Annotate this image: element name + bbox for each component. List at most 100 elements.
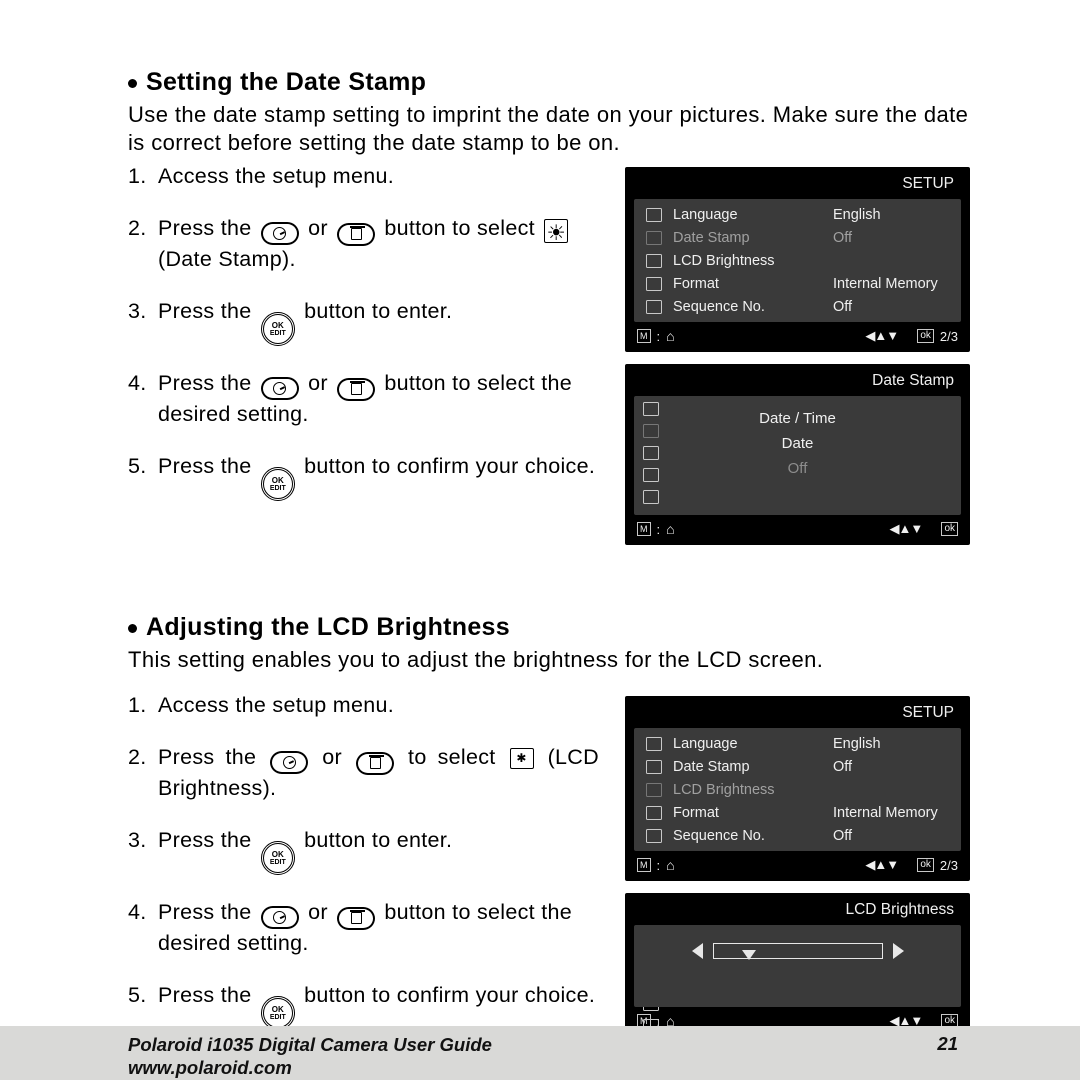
lcd-option-selected: Off [634,460,961,477]
down-button-icon [337,378,375,401]
section-title-text: Adjusting the LCD Brightness [146,613,510,641]
steps-list-date-stamp: Access the setup menu. Press the or butt… [128,163,599,501]
step-text: Press the or to select (LCD Brightness). [158,744,599,802]
step-item: Press the OKEDIT button to confirm your … [128,982,599,1031]
page-indicator: 2/3 [940,329,958,344]
lcd-body: Date / Time Date Off [634,396,961,515]
step-text: Press the or button to select the desire… [158,370,599,428]
page-footer: Polaroid i1035 Digital Camera User Guide… [0,1026,1080,1080]
date-stamp-icon: ☀DATE [544,219,568,243]
step-item: Press the OKEDIT button to confirm your … [128,453,599,502]
step-text: Access the setup menu. [158,692,599,720]
lcd-footer: M:⌂ ◀▲▼ ok [625,515,970,545]
intro-text-date-stamp: Use the date stamp setting to imprint th… [128,101,970,157]
step-text: Press the OKEDIT button to confirm your … [158,982,599,1031]
lcd-row: LanguageEnglish [634,732,961,755]
content-columns: Access the setup menu. Press the or to s… [128,692,970,1054]
step-item: Press the or button to select ☀DATE (Dat… [128,215,599,273]
steps-column: Access the setup menu. Press the or butt… [128,163,599,557]
step-text: Press the or button to select the desire… [158,899,599,957]
nav-arrows-icon: ◀▲▼ [889,521,922,537]
step-item: Access the setup menu. [128,692,599,720]
lcd-row: LCD Brightness [634,249,961,272]
section-lcd-brightness: Adjusting the LCD Brightness This settin… [128,613,970,1054]
lcd-row: Date StampOff [634,755,961,778]
options-list: Date / Time Date Off [634,400,961,511]
decrease-icon [692,943,703,959]
home-icon: ⌂ [666,328,674,344]
step-item: Press the OKEDIT button to enter. [128,827,599,876]
intro-text-lcd: This setting enables you to adjust the b… [128,646,970,674]
lcd-footer: M:⌂ ◀▲▼ ok2/3 [625,851,970,881]
up-button-icon [261,377,299,400]
footer-page-number: 21 [937,1033,958,1080]
m-icon: M [637,522,651,536]
down-button-icon [356,752,394,775]
step-item: Press the or button to select the desire… [128,899,599,957]
ok-icon: ok [917,329,934,343]
lcd-footer: M:⌂ ◀▲▼ ok2/3 [625,322,970,352]
lcd-screenshot-setup: SETUP LanguageEnglish Date StampOff LCD … [625,696,970,881]
content-columns: Access the setup menu. Press the or butt… [128,163,970,557]
nav-arrows-icon: ◀▲▼ [865,328,898,344]
ok-edit-button-icon: OKEDIT [261,841,295,875]
lcd-title: SETUP [625,704,970,728]
step-text: Press the OKEDIT button to confirm your … [158,453,599,502]
step-item: Press the or to select (LCD Brightness). [128,744,599,802]
lcd-body: LanguageEnglish Date StampOff LCD Bright… [634,199,961,322]
brightness-slider [634,943,961,959]
lcd-row-selected: Date StampOff [634,226,961,249]
step-text: Press the OKEDIT button to enter. [158,298,599,347]
bullet-icon [128,624,137,633]
footer-title: Polaroid i1035 Digital Camera User Guide [128,1033,492,1056]
step-text: Press the or button to select ☀DATE (Dat… [158,215,599,273]
step-item: Press the or button to select the desire… [128,370,599,428]
home-icon: ⌂ [666,521,674,537]
slider-track [713,943,883,959]
lcd-option: Date / Time [634,410,961,427]
ok-edit-button-icon: OKEDIT [261,467,295,501]
ok-edit-button-icon: OKEDIT [261,312,295,346]
lcd-title: SETUP [625,175,970,199]
lcd-row: Sequence No.Off [634,295,961,318]
lcd-row: FormatInternal Memory [634,272,961,295]
lcd-screenshot-brightness: LCD Brightness M:⌂ ◀▲▼ [625,893,970,1037]
section-title-lcd: Adjusting the LCD Brightness [128,613,970,642]
footer-left: Polaroid i1035 Digital Camera User Guide… [128,1033,492,1080]
ok-icon: ok [917,858,934,872]
lcd-option: Date [634,435,961,452]
lcd-brightness-icon [510,748,534,769]
section-title-text: Setting the Date Stamp [146,68,426,96]
steps-column: Access the setup menu. Press the or to s… [128,692,599,1054]
step-text: Access the setup menu. [158,163,599,191]
lcd-screenshot-setup: SETUP LanguageEnglish Date StampOff LCD … [625,167,970,352]
lcd-row: FormatInternal Memory [634,801,961,824]
lcd-row: LanguageEnglish [634,203,961,226]
steps-list-lcd: Access the setup menu. Press the or to s… [128,692,599,1030]
up-button-icon [261,906,299,929]
lcd-body [634,925,961,1007]
lcd-screenshot-date-stamp: Date Stamp Date / Time Date Off M:⌂ ◀▲▼ … [625,364,970,545]
lcd-row-selected: LCD Brightness [634,778,961,801]
manual-page: Setting the Date Stamp Use the date stam… [0,0,1080,1080]
step-text: Press the OKEDIT button to enter. [158,827,599,876]
m-icon: M [637,858,651,872]
m-icon: M [637,329,651,343]
home-icon: ⌂ [666,857,674,873]
lcd-row: Sequence No.Off [634,824,961,847]
page-indicator: 2/3 [940,858,958,873]
section-title-date-stamp: Setting the Date Stamp [128,68,970,97]
lcd-title: Date Stamp [625,372,970,396]
screenshots-column: SETUP LanguageEnglish Date StampOff LCD … [625,163,970,557]
step-item: Access the setup menu. [128,163,599,191]
down-button-icon [337,223,375,246]
up-button-icon [270,751,308,774]
down-button-icon [337,907,375,930]
up-button-icon [261,222,299,245]
increase-icon [893,943,904,959]
lcd-side-icons [643,402,659,504]
nav-arrows-icon: ◀▲▼ [865,857,898,873]
screenshots-column: SETUP LanguageEnglish Date StampOff LCD … [625,692,970,1054]
bullet-icon [128,79,137,88]
lcd-title: LCD Brightness [625,901,970,925]
